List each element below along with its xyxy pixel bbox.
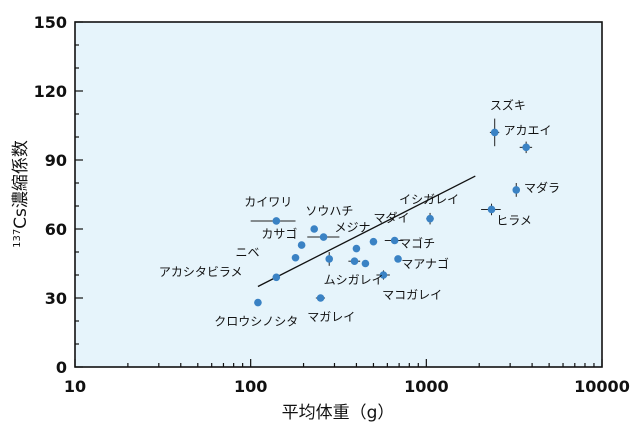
- y-tick-label: 0: [56, 358, 67, 377]
- y-axis-ticks: 0 30 60 90 120 150: [34, 13, 83, 377]
- point-marker: [272, 217, 281, 225]
- point-label: マガレイ: [307, 310, 355, 324]
- data-point: [315, 294, 326, 302]
- point-label: マダイ: [373, 210, 409, 225]
- y-axis-title: 137Cs濃縮係数: [11, 140, 31, 248]
- point-label: スズキ: [490, 97, 526, 112]
- y-tick-label: 150: [34, 13, 67, 32]
- point-marker: [361, 259, 370, 268]
- point-label: カイワリ: [244, 195, 292, 209]
- point-label: マダラ: [524, 180, 560, 195]
- data-point: [512, 183, 521, 197]
- point-marker: [297, 241, 306, 249]
- point-marker: [390, 236, 399, 245]
- x-axis-ticks: 10 100 1000 10000: [64, 359, 630, 396]
- point-marker: [394, 255, 402, 263]
- point-label: マアナゴ: [401, 256, 449, 271]
- regression-line: [257, 175, 476, 288]
- data-point: [361, 259, 370, 268]
- point-label: メジナ: [334, 220, 370, 234]
- point-label: イシガレイ: [399, 193, 459, 207]
- data-point: [254, 298, 262, 307]
- data-point: [297, 241, 306, 249]
- point-marker: [325, 255, 334, 263]
- point-marker: [272, 273, 281, 282]
- data-point: [481, 203, 501, 216]
- point-label: ニベ: [236, 246, 260, 260]
- point-label: カサゴ: [261, 226, 297, 241]
- y-tick-label: 60: [45, 220, 67, 239]
- data-point: [426, 212, 434, 225]
- data-point: [325, 252, 334, 266]
- x-axis-title: 平均体重（g）: [282, 403, 395, 423]
- data-point: [250, 217, 296, 225]
- point-label: マコガレイ: [382, 288, 442, 302]
- x-tick-label: 1000: [404, 377, 449, 396]
- data-point: [352, 244, 361, 253]
- plot-area: [74, 21, 603, 368]
- data-point: [348, 257, 361, 266]
- data-point: [519, 141, 533, 154]
- data-points: [250, 118, 533, 307]
- point-label: マゴチ: [399, 235, 435, 250]
- point-marker: [490, 128, 499, 137]
- data-point: [489, 118, 500, 147]
- x-tick-label: 10000: [574, 377, 630, 396]
- point-marker: [352, 244, 361, 253]
- point-marker: [522, 143, 530, 152]
- point-marker: [254, 298, 262, 307]
- y-tick-label: 30: [45, 289, 67, 308]
- point-marker: [379, 271, 388, 279]
- point-marker: [487, 205, 496, 214]
- y-axis-title-superscript: 137: [12, 229, 23, 248]
- data-point: [369, 237, 378, 246]
- data-point: [376, 270, 390, 280]
- x-tick-label: 10: [64, 377, 86, 396]
- point-marker: [350, 257, 359, 266]
- data-point: [307, 233, 340, 241]
- y-tick-label: 120: [34, 82, 67, 101]
- point-label: アカエイ: [504, 124, 552, 138]
- point-label: ヒラメ: [496, 213, 532, 227]
- point-marker: [316, 294, 325, 302]
- point-marker: [426, 214, 434, 223]
- point-marker: [291, 253, 300, 262]
- point-label: ソウハチ: [305, 204, 353, 218]
- y-axis-title-main: Cs濃縮係数: [11, 140, 31, 229]
- point-label: クロウシノシタ: [214, 315, 298, 329]
- data-point: [394, 255, 402, 263]
- point-marker: [512, 186, 521, 194]
- point-label: アカシタビラメ: [159, 265, 243, 279]
- point-label: ムシガレイ: [324, 273, 384, 287]
- data-point: [310, 225, 319, 233]
- data-point: [384, 236, 404, 245]
- point-marker: [319, 233, 328, 241]
- y-tick-label: 90: [45, 151, 67, 170]
- data-point: [272, 273, 281, 282]
- data-point: [291, 253, 300, 262]
- point-marker: [310, 225, 319, 233]
- point-marker: [369, 237, 378, 246]
- x-tick-label: 100: [234, 377, 267, 396]
